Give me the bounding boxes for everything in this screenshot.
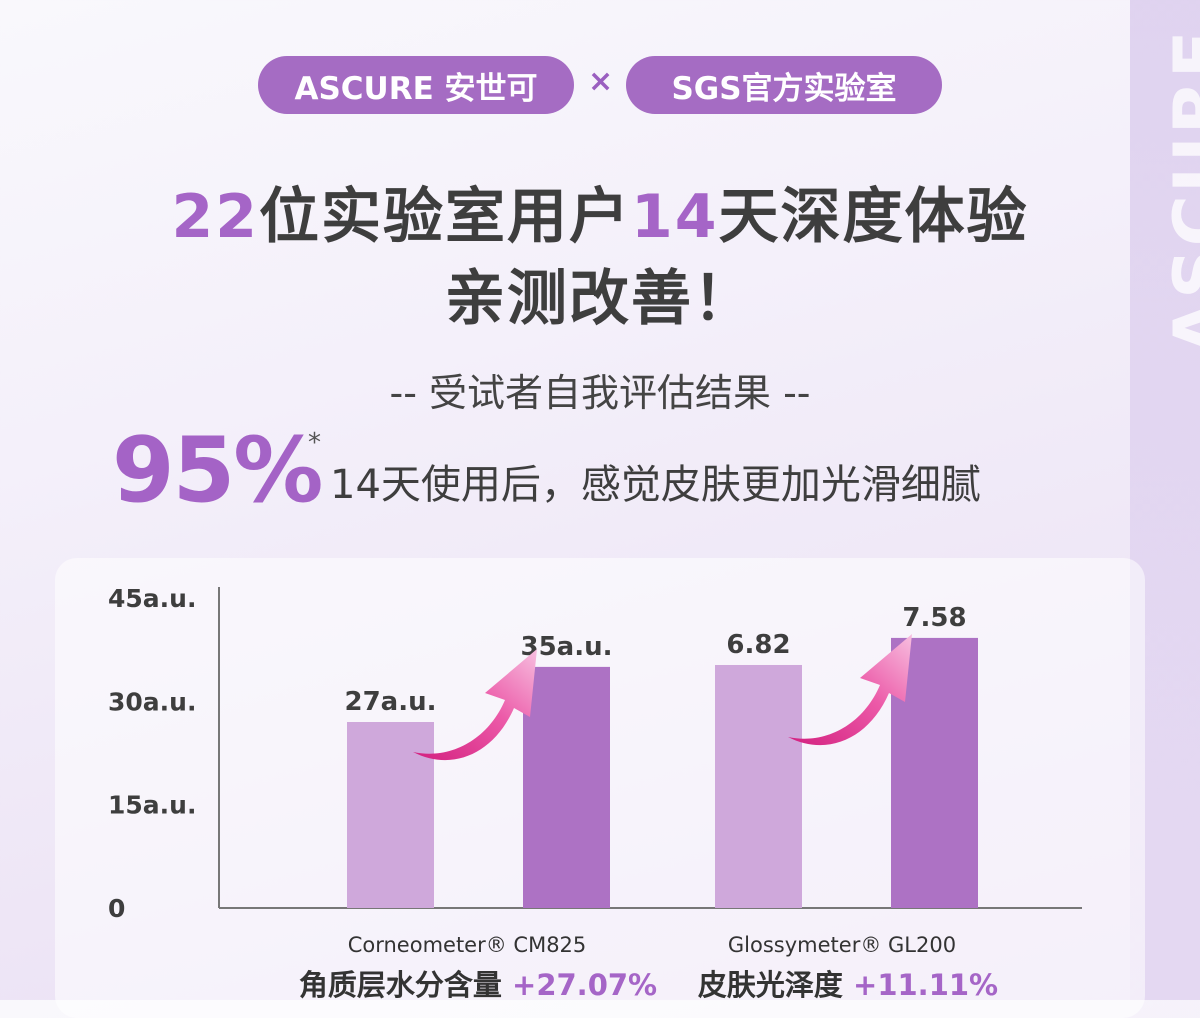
day-count: 14 bbox=[631, 182, 719, 252]
headline-text-2: 天深度体验 bbox=[718, 182, 1029, 252]
stat-percent: 95% bbox=[112, 418, 323, 523]
headline-text-1: 位实验室用户 bbox=[259, 182, 631, 252]
category-2-label: 皮肤光泽度 +11.11% bbox=[658, 962, 1038, 1004]
user-count: 22 bbox=[171, 182, 259, 252]
category-2-instrument: Glossymeter® GL200 bbox=[727, 933, 957, 957]
increase-arrow-2 bbox=[788, 634, 912, 746]
headline-line-2: 亲测改善！ bbox=[445, 264, 755, 334]
category-1-change: +27.07% bbox=[512, 968, 658, 1002]
headline-line-1: 22位实验室用户14天深度体验 bbox=[0, 168, 1200, 255]
bar-group2-before bbox=[715, 664, 802, 908]
stat-description: 14天使用后，感觉皮肤更加光滑细腻 bbox=[330, 462, 981, 508]
y-tick-label-1: 15a.u. bbox=[108, 791, 196, 820]
stat-footnote-star: * bbox=[308, 428, 321, 458]
data-label-group2-after: 7.58 bbox=[902, 603, 966, 633]
category-1-metric: 角质层水分含量 bbox=[298, 968, 502, 1002]
category-1-instrument: Corneometer® CM825 bbox=[347, 933, 587, 957]
times-sign: × bbox=[588, 64, 614, 99]
y-tick-label-3: 45a.u. bbox=[108, 584, 196, 613]
data-label-group1-before: 27a.u. bbox=[345, 687, 437, 717]
y-tick-label-2: 30a.u. bbox=[108, 687, 196, 716]
category-2-change: +11.11% bbox=[853, 968, 999, 1002]
y-tick-label-0: 0 bbox=[108, 894, 125, 923]
subtitle: -- 受试者自我评估结果 -- bbox=[389, 371, 811, 415]
bar-group1-after bbox=[523, 666, 610, 908]
lab-pill: SGS官方实验室 bbox=[626, 56, 942, 114]
increase-arrow-1 bbox=[413, 649, 537, 761]
data-label-group2-before: 6.82 bbox=[726, 630, 790, 660]
category-2-metric: 皮肤光泽度 bbox=[697, 968, 843, 1002]
brand-pill: ASCURE 安世可 bbox=[258, 56, 574, 114]
category-1-label: 角质层水分含量 +27.07% bbox=[288, 962, 668, 1004]
bar-group1-before bbox=[347, 722, 434, 908]
